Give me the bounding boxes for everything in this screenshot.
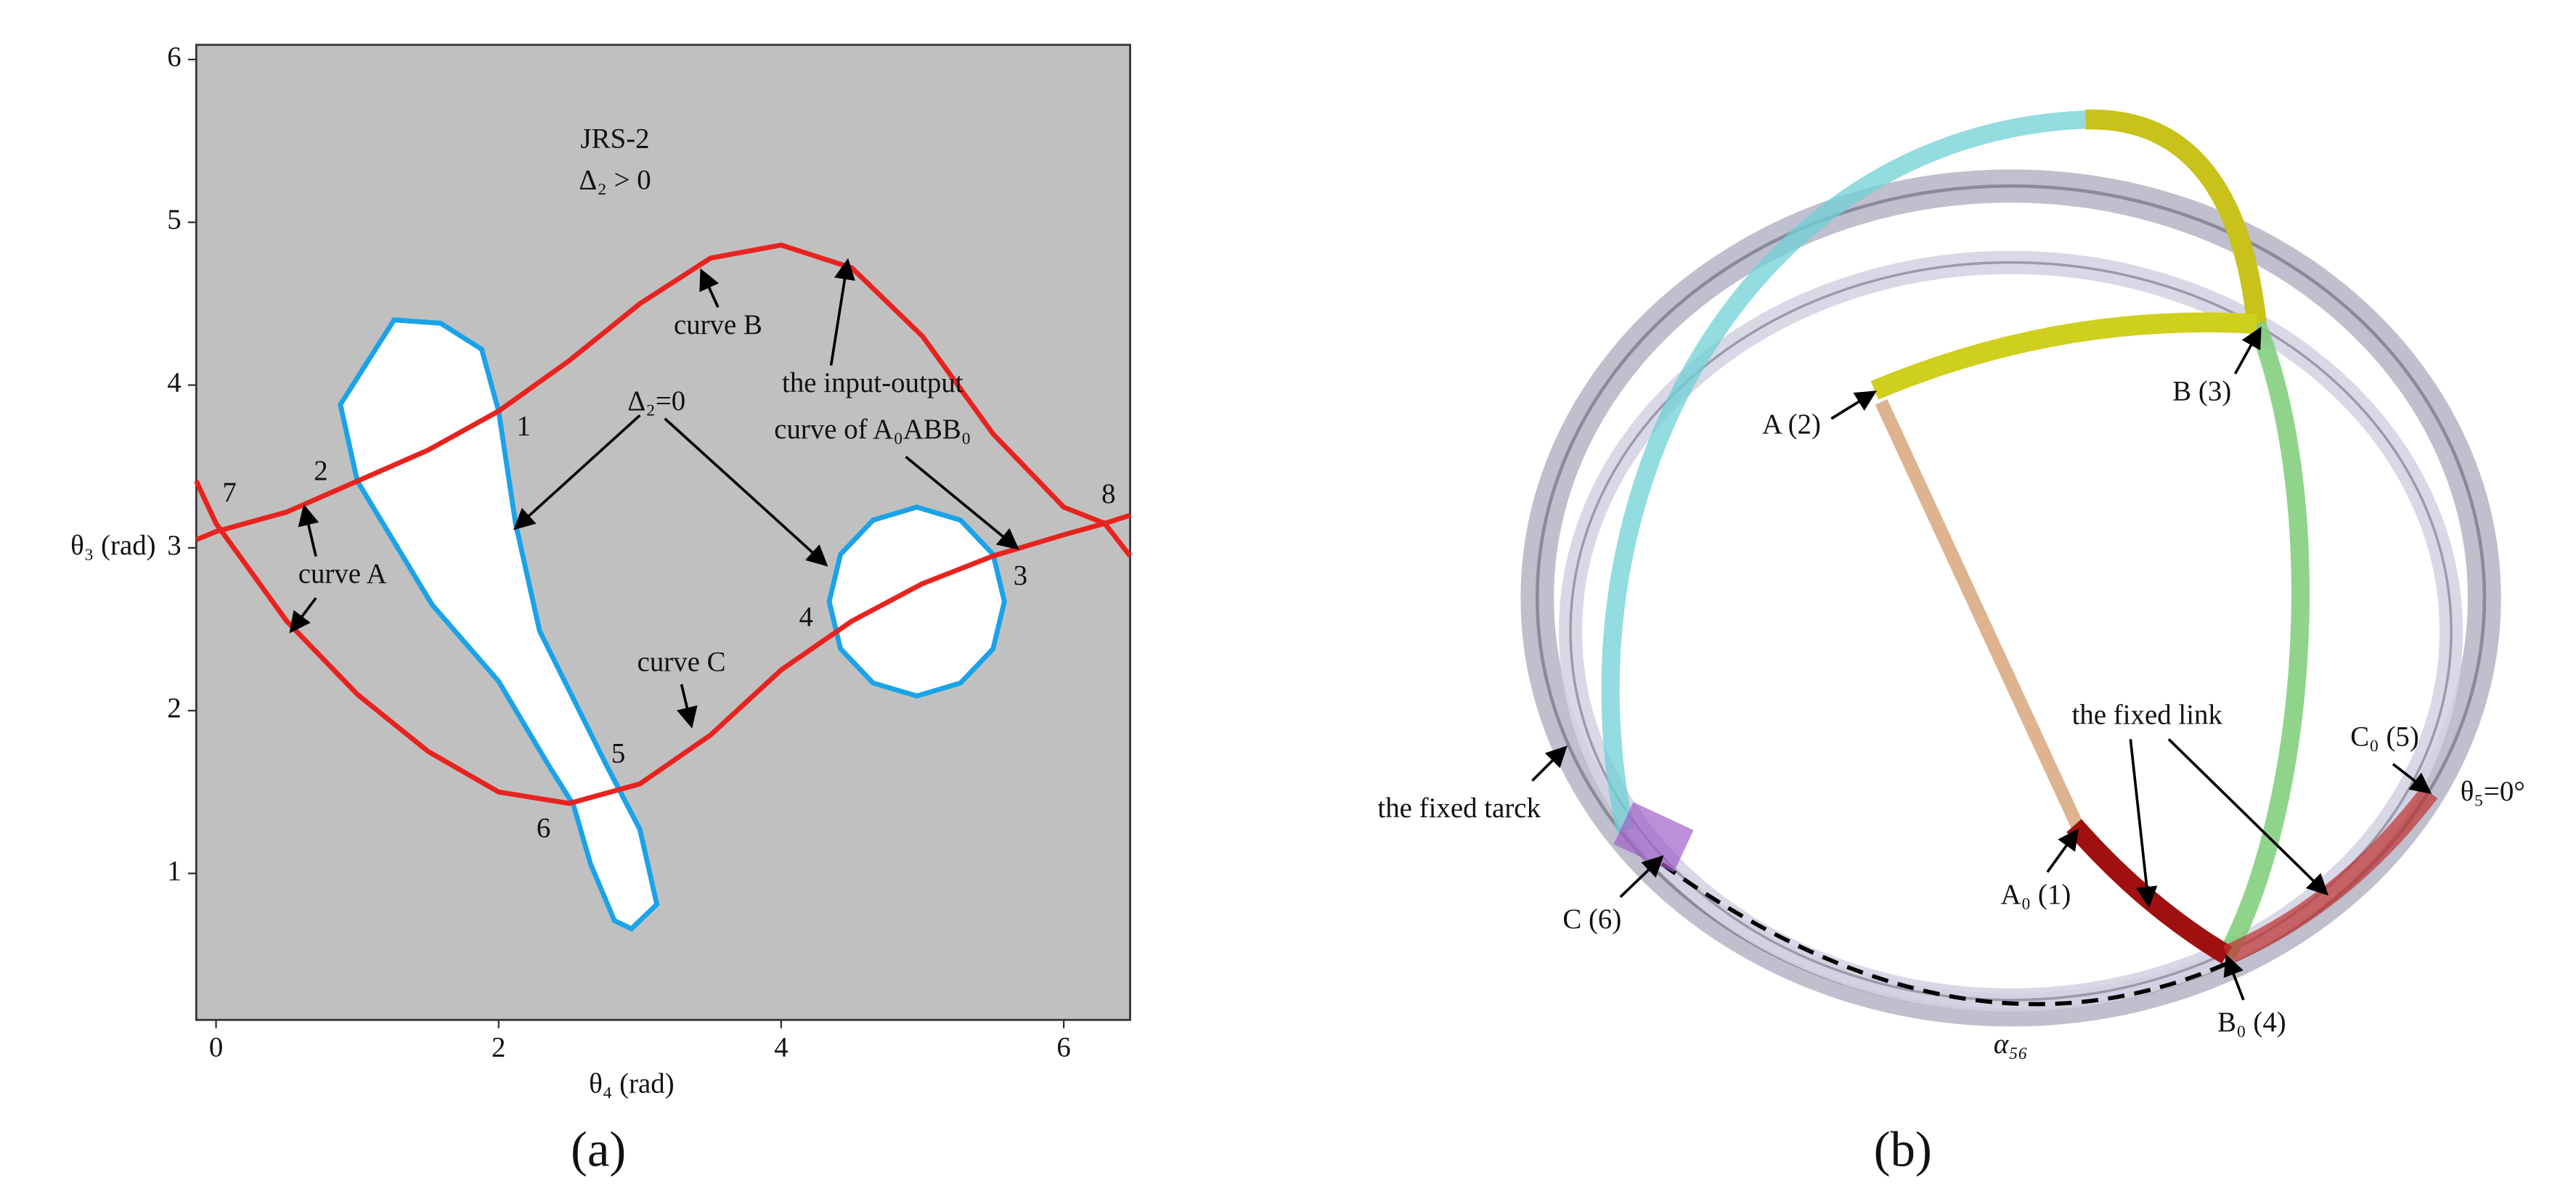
label: C (6) (1562, 904, 1621, 935)
y-tick-label: 5 (167, 204, 181, 235)
label: α₅₆ (1994, 1028, 2028, 1060)
label: the fixed link (2072, 700, 2223, 731)
y-axis-label: θ₃ (rad) (70, 530, 155, 561)
y-tick-label: 2 (167, 692, 181, 724)
label: A (2) (1762, 409, 1821, 440)
label: C₀ (5) (2350, 721, 2419, 752)
arrows-a (289, 258, 1019, 729)
annotation: Δ₂=0 (627, 385, 685, 417)
annotation: curve A (298, 558, 387, 589)
label: B₀ (4) (2217, 1007, 2286, 1038)
point-label: 6 (537, 812, 550, 843)
curve (195, 242, 1133, 558)
annotation: JRS-2 (581, 123, 650, 154)
point-label: 3 (1014, 560, 1027, 591)
y-tick-label: 4 (167, 367, 181, 398)
label: A₀ (1) (2001, 879, 2071, 910)
plot: 0 2 4 6 1 2 3 4 5 6 (167, 41, 1133, 1063)
plot-area (195, 44, 1131, 1021)
point-label: 1 (516, 410, 530, 441)
point-label: 8 (1101, 478, 1115, 509)
x-tick-label: 4 (774, 1031, 788, 1063)
annotation: curve of A₀ABB₀ (774, 414, 971, 445)
x-axis-label: θ₄ (rad) (589, 1068, 674, 1100)
label: B (3) (2172, 375, 2231, 406)
x-tick-label: 2 (492, 1031, 505, 1063)
annotation: curve B (674, 309, 762, 340)
x-tick-label: 0 (209, 1031, 223, 1063)
point-label: 4 (799, 602, 813, 633)
label: θ₅=0° (2461, 776, 2525, 807)
annotation: the input-output (782, 367, 963, 398)
annotation: curve C (637, 646, 726, 677)
annotations-a: JRS-2 Δ₂ > 0 curve B Δ₂=0 the input-outp… (222, 123, 1115, 843)
annotation: Δ₂ > 0 (579, 165, 651, 196)
curve (194, 480, 1131, 806)
panel-label: (b) (1874, 1121, 1932, 1176)
panel-label: (a) (571, 1121, 626, 1176)
curve (826, 504, 1007, 699)
y-tick-label: 3 (167, 530, 181, 561)
point-label: 7 (222, 477, 236, 508)
labels-b: A (2) B (3) the fixed link C₀ (5) θ₅=0° … (1377, 326, 2525, 1060)
x-tick-label: 6 (1056, 1031, 1070, 1063)
y-tick-label: 6 (167, 41, 181, 73)
y-tick-label: 1 (167, 855, 181, 886)
point-label: 5 (611, 737, 625, 769)
point-label: 2 (314, 455, 327, 486)
mechanism-drawing (1520, 110, 2501, 1027)
label: the fixed tarck (1377, 793, 1541, 824)
